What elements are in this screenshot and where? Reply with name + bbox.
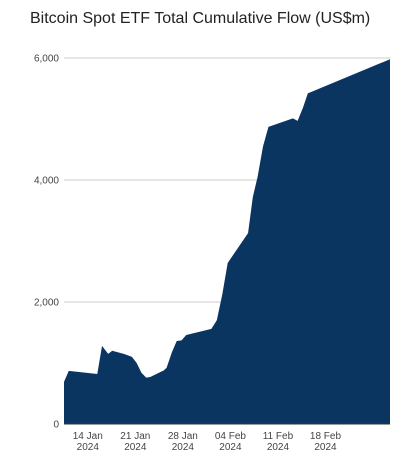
data-point-15 xyxy=(175,340,178,343)
data-point-22 xyxy=(247,232,250,235)
y-tick-label-0: 0 xyxy=(53,420,59,431)
x-tick-label-2: 28 Jan xyxy=(168,431,198,442)
x-tick-label-3: 04 Feb xyxy=(215,431,247,442)
data-point-4 xyxy=(107,352,110,355)
data-point-31 xyxy=(389,58,392,61)
x-tick-label-1: 21 Jan xyxy=(120,431,150,442)
data-point-18 xyxy=(210,327,213,330)
x-tick-year-2: 2024 xyxy=(172,442,195,453)
data-point-30 xyxy=(306,92,309,95)
x-tick-year-5: 2024 xyxy=(314,442,337,453)
data-point-23 xyxy=(251,196,254,199)
x-tick-label-4: 11 Feb xyxy=(263,431,294,442)
data-point-6 xyxy=(122,352,125,355)
data-point-19 xyxy=(215,319,218,322)
x-tick-year-1: 2024 xyxy=(124,442,147,453)
data-point-3 xyxy=(101,344,104,347)
data-point-14 xyxy=(170,351,173,354)
chart-title: Bitcoin Spot ETF Total Cumulative Flow (… xyxy=(30,10,371,27)
data-point-26 xyxy=(267,125,270,128)
data-point-17 xyxy=(185,333,188,336)
data-point-2 xyxy=(96,372,99,375)
data-point-29 xyxy=(302,106,305,109)
data-point-13 xyxy=(165,366,168,369)
data-point-24 xyxy=(256,175,259,178)
x-tick-label-0: 14 Jan xyxy=(73,431,103,442)
data-point-27 xyxy=(291,117,294,120)
data-point-5 xyxy=(111,349,114,352)
data-point-28 xyxy=(296,119,299,122)
data-point-12 xyxy=(162,369,165,372)
data-point-10 xyxy=(145,376,148,379)
data-point-16 xyxy=(180,339,183,342)
x-tick-year-4: 2024 xyxy=(267,442,290,453)
y-tick-label-2: 4,000 xyxy=(34,176,59,187)
x-tick-year-0: 2024 xyxy=(77,442,100,453)
x-tick-year-3: 2024 xyxy=(219,442,242,453)
data-point-0 xyxy=(63,380,66,383)
data-point-21 xyxy=(226,261,229,264)
y-tick-label-3: 6,000 xyxy=(34,54,59,65)
cumulative-flow-area xyxy=(64,59,390,424)
data-point-25 xyxy=(262,145,265,148)
y-tick-label-1: 2,000 xyxy=(34,298,59,309)
data-point-7 xyxy=(130,355,133,358)
data-point-8 xyxy=(135,362,138,365)
data-point-11 xyxy=(149,376,152,379)
data-point-20 xyxy=(221,293,224,296)
data-point-9 xyxy=(140,371,143,374)
data-point-1 xyxy=(67,369,70,372)
x-tick-label-5: 18 Feb xyxy=(310,431,342,442)
